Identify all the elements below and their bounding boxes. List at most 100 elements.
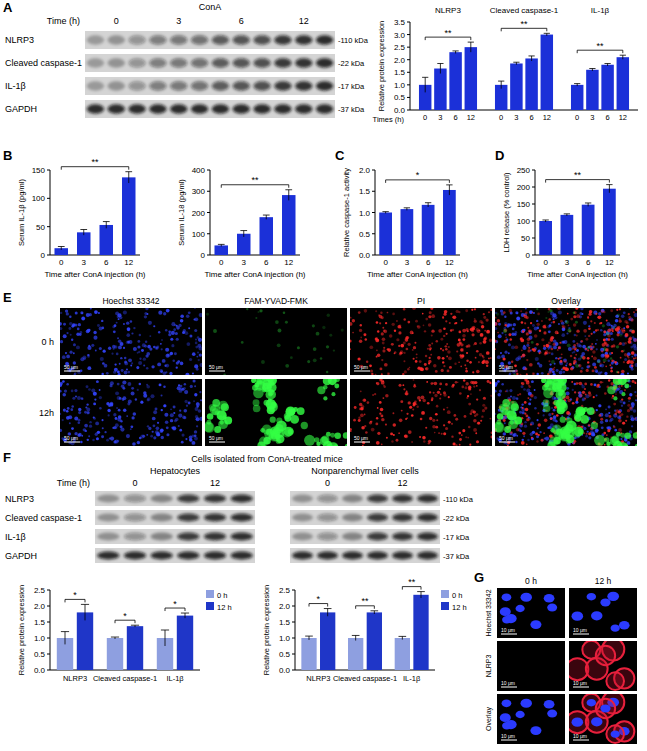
fluorescent-cell — [439, 397, 441, 399]
fluorescent-cell — [568, 324, 570, 326]
fluorescent-cell — [160, 429, 164, 433]
chart: 0.00.51.01.52.02.5Relative protein expre… — [17, 585, 232, 683]
fluorescent-cell — [440, 348, 442, 350]
fluorescent-cell — [616, 345, 619, 348]
fluorescent-cell — [188, 327, 190, 329]
error-cap — [324, 608, 332, 609]
band — [295, 35, 313, 44]
fluorescent-cell — [81, 397, 83, 399]
fluorescent-cell — [128, 358, 132, 362]
band — [150, 533, 172, 541]
fluorescent-cell — [567, 343, 571, 347]
fluorescent-cell — [537, 327, 540, 330]
fluorescent-cell — [387, 348, 389, 350]
x-tick-label: 12 — [619, 113, 627, 122]
fluorescent-cell — [408, 343, 411, 346]
fluorescent-cell — [565, 367, 569, 371]
micrograph: 50 μm — [60, 308, 202, 375]
fluorescent-cell — [574, 349, 576, 351]
fluorescent-cell — [71, 405, 74, 408]
fluorescent-cell — [411, 441, 413, 443]
fluorescent-cell — [460, 348, 464, 352]
category-label: Cleaved caspase-1 — [490, 6, 559, 15]
fluorescent-cell — [536, 343, 539, 346]
fluorescent-cell — [404, 434, 407, 437]
row-label: NLRP3 — [5, 494, 34, 504]
fluorescent-cell — [207, 413, 214, 420]
error-bar — [609, 185, 610, 193]
fluorescent-cell — [605, 343, 607, 345]
band — [417, 533, 438, 541]
fluorescent-cell — [104, 431, 106, 433]
fluorescent-cell — [522, 330, 524, 332]
x-axis-label: Time after ConA injection (h) — [527, 270, 628, 279]
fluorescent-cell — [462, 429, 465, 432]
fluorescent-cell — [549, 363, 551, 365]
fluorescent-cell — [86, 385, 89, 388]
row-label: GAPDH — [5, 551, 37, 561]
fluorescent-cell — [539, 330, 541, 332]
fluorescent-cell — [161, 394, 163, 396]
fluorescent-cell — [570, 355, 573, 358]
fluorescent-cell — [462, 329, 466, 333]
band — [367, 552, 388, 560]
bar — [571, 85, 583, 110]
fluorescent-cell — [541, 320, 543, 322]
significance-label: ** — [444, 28, 452, 38]
y-axis-label: Relative protein expression — [262, 585, 271, 675]
fluorescent-cell — [629, 308, 631, 309]
fluorescent-cell — [469, 361, 472, 364]
y-tick — [532, 221, 535, 222]
fluorescent-cell — [96, 437, 99, 440]
fluorescent-cell — [421, 411, 425, 415]
fluorescent-cell — [443, 409, 445, 411]
fluorescent-cell — [472, 371, 474, 373]
fluorescent-cell — [133, 412, 137, 416]
panel-letter: B — [3, 148, 12, 163]
fluorescent-cell — [458, 311, 460, 313]
band — [177, 552, 199, 560]
fluorescent-cell — [74, 373, 76, 375]
fluorescent-cell — [576, 335, 578, 337]
fluorescent-cell — [360, 337, 362, 339]
fluorescent-cell — [597, 316, 599, 318]
y-tick — [372, 170, 375, 171]
fluorescent-cell — [545, 352, 548, 355]
fluorescent-cell — [532, 324, 535, 327]
fluorescent-cell — [364, 425, 366, 427]
fluorescent-cell — [108, 414, 110, 416]
band — [124, 552, 146, 560]
error-bar — [185, 613, 186, 618]
band — [87, 104, 105, 113]
fluorescent-cell — [357, 357, 360, 360]
fluorescent-cell — [206, 313, 209, 316]
fluorescent-cell — [514, 331, 517, 334]
x-tick-label: 12 — [605, 258, 614, 267]
fluorescent-cell — [312, 324, 315, 327]
fluorescent-cell — [381, 415, 384, 418]
y-tick-label: 150 — [32, 166, 46, 175]
fluorescent-cell — [194, 430, 197, 433]
fluorescent-cell — [515, 311, 518, 314]
fluorescent-cell — [91, 388, 95, 392]
error-cap — [498, 81, 504, 82]
fluorescent-cell — [515, 369, 518, 372]
y-tick — [292, 670, 295, 671]
fluorescent-cell — [616, 328, 618, 330]
fluorescent-cell — [113, 440, 116, 443]
fluorescent-cell — [293, 407, 298, 412]
category-label: IL-1β — [591, 6, 610, 15]
significance-label: ** — [361, 596, 369, 606]
fluorescent-cell — [359, 339, 362, 342]
fluorescent-cell — [62, 419, 64, 421]
fluorescent-cell — [193, 318, 195, 320]
fluorescent-cell — [604, 372, 607, 375]
fluorescent-cell — [115, 417, 118, 420]
fluorescent-cell — [331, 392, 335, 396]
fluorescent-cell — [397, 325, 400, 328]
fluorescent-cell — [425, 355, 428, 358]
fluorescent-cell — [553, 373, 556, 375]
y-tick — [372, 233, 375, 234]
fluorescent-cell — [163, 404, 166, 407]
image-background — [60, 379, 202, 446]
